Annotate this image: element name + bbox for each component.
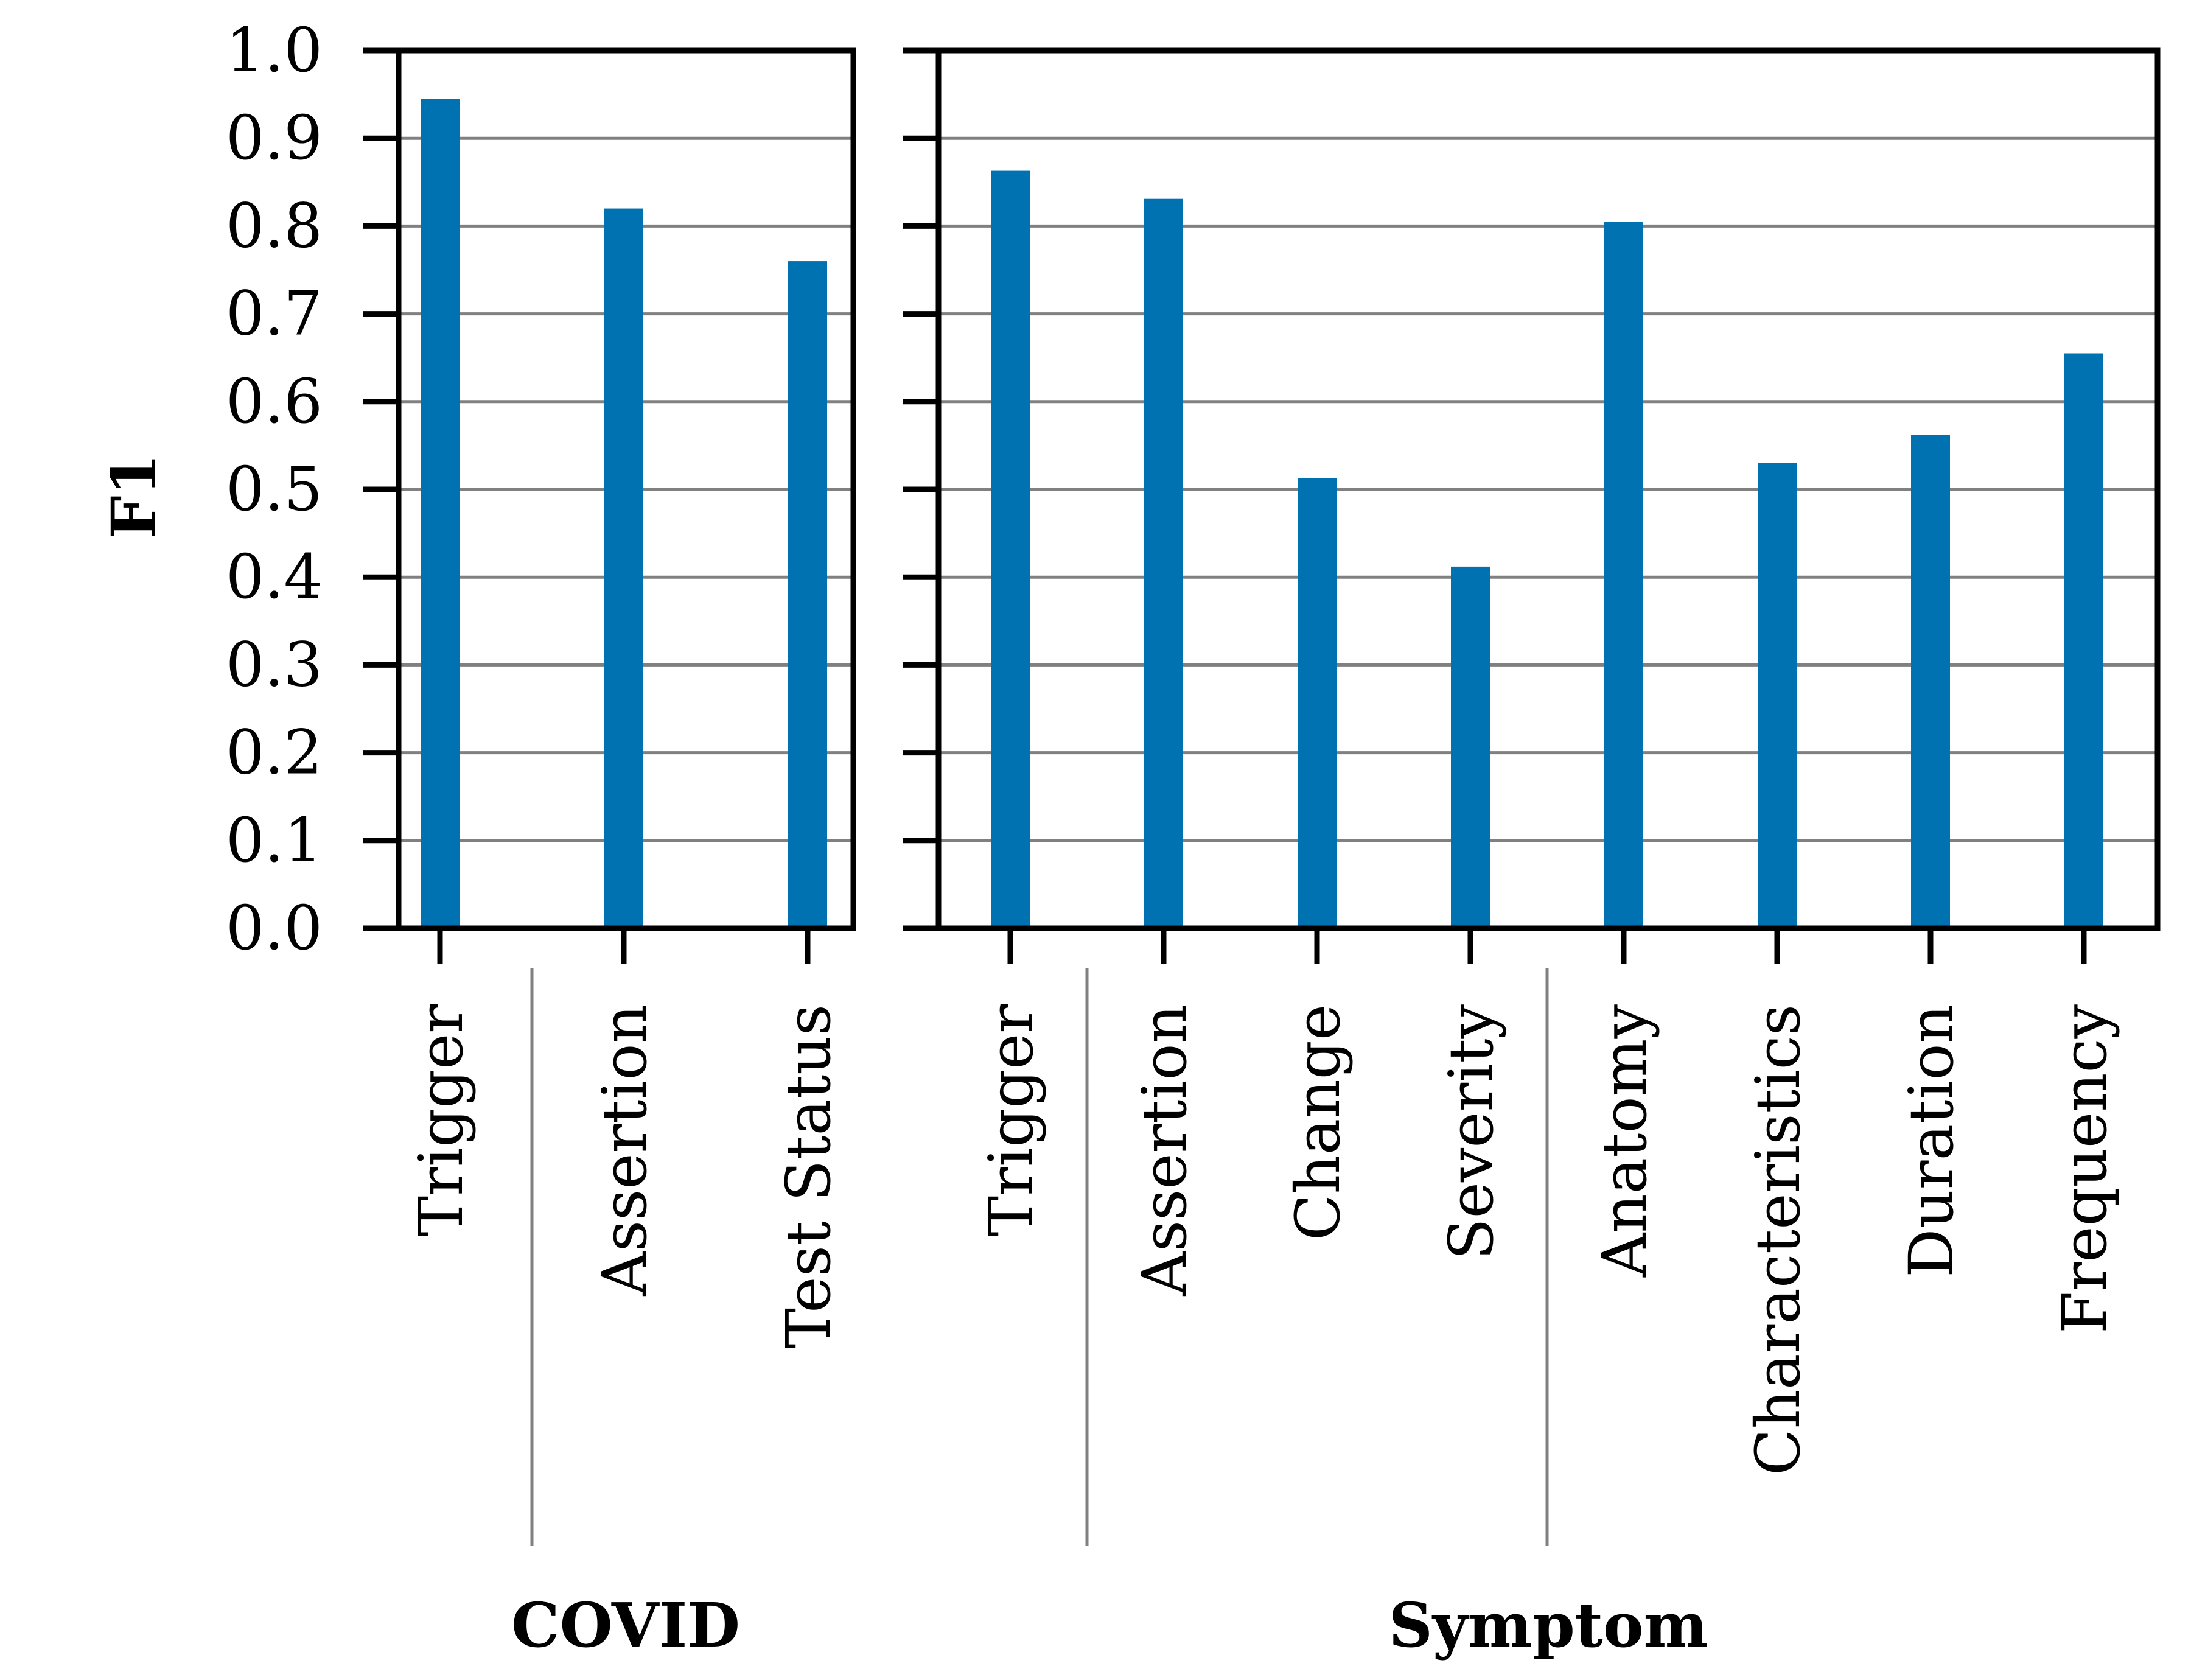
x-category-label: Duration	[1896, 1004, 1967, 1278]
frame-layer	[363, 47, 2161, 1546]
x-category-label: Test Status	[773, 1004, 844, 1349]
y-tick-label: 0.2	[226, 717, 323, 788]
bar	[788, 261, 827, 929]
x-category-label: Anatomy	[1589, 1004, 1660, 1277]
x-category-label: Assertion	[589, 1004, 660, 1297]
y-tick-label: 0.5	[226, 453, 323, 525]
label-layer: 0.0 0.1 0.2 0.3 0.4 0.5 0.6 0.7 0.8 0.9 1.0 Trigger…	[226, 15, 2120, 1661]
y-tick-label: 0.0	[226, 892, 323, 964]
x-category-label: Severity	[1436, 1004, 1507, 1259]
y-tick-label: 0.8	[226, 190, 323, 261]
bar-layer	[421, 99, 2103, 929]
bar	[991, 170, 1030, 929]
bar	[604, 208, 643, 928]
y-tick-label: 1.0	[226, 15, 323, 86]
x-category-label: Characteristics	[1742, 1004, 1814, 1475]
bar	[1298, 478, 1337, 928]
y-tick-label: 0.4	[226, 541, 323, 612]
panel-frame	[935, 47, 2161, 931]
y-tick-label: 0.6	[226, 366, 323, 437]
bar	[1451, 566, 1490, 928]
bar	[1911, 435, 1950, 928]
x-category-label: Change	[1282, 1004, 1354, 1241]
x-category-label: Trigger	[405, 1004, 477, 1237]
grid-layer	[399, 136, 2158, 842]
bar	[1758, 463, 1797, 928]
y-tick-label: 0.7	[226, 278, 323, 349]
y-axis-title: F1	[98, 453, 170, 539]
bar	[421, 99, 460, 928]
group-label: COVID	[511, 1589, 740, 1661]
y-tick-label: 0.1	[226, 805, 323, 876]
x-category-label: Frequency	[2049, 1004, 2120, 1334]
bar	[1144, 198, 1183, 928]
y-tick-label: 0.3	[226, 629, 323, 700]
bar	[1604, 222, 1643, 929]
group-label: Symptom	[1389, 1589, 1708, 1661]
y-tick-label: 0.9	[226, 102, 323, 173]
x-category-label: Assertion	[1129, 1004, 1200, 1297]
x-category-label: Trigger	[976, 1004, 1047, 1237]
bar	[2064, 353, 2103, 928]
